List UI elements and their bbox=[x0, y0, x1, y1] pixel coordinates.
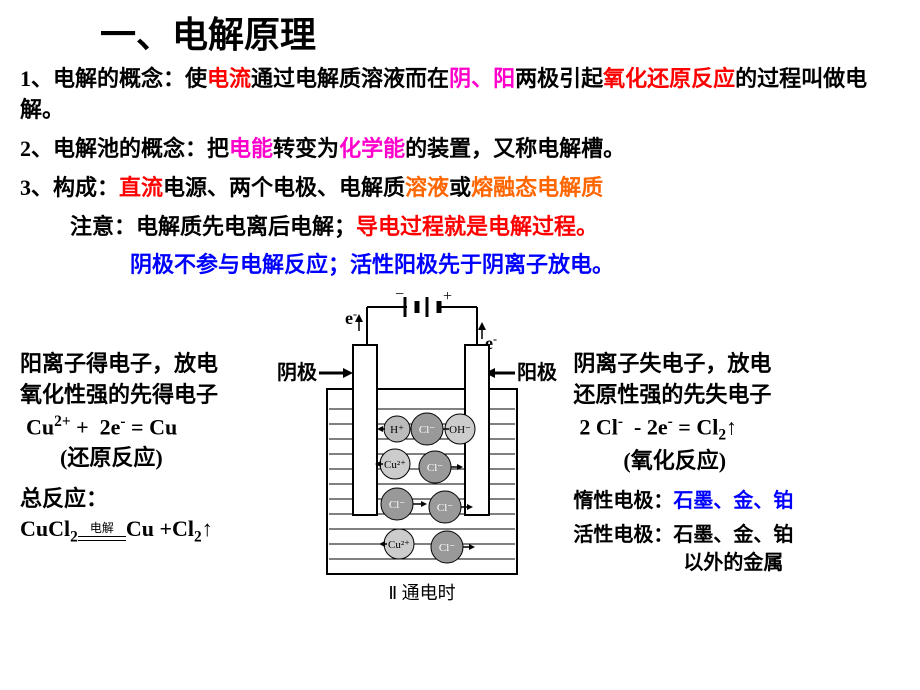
svg-text:e-: e- bbox=[345, 307, 357, 328]
definition-1: 1、电解的概念：使电流通过电解质溶液而在阴、阳两极引起氧化还原反应的过程叫做电解… bbox=[20, 64, 900, 126]
t: 通过电解质溶液而在 bbox=[251, 66, 449, 91]
t: 氧化还原反应 bbox=[603, 66, 735, 91]
t: 电源、两个电极、电解质 bbox=[163, 175, 405, 200]
t: 化学能 bbox=[339, 136, 405, 161]
note-line2: 阴极不参与电解反应；活性阳极先于阴离子放电。 bbox=[130, 250, 900, 281]
anode-rxn-type: (氧化反应) bbox=[623, 446, 900, 477]
total-equation: CuCl2电解Cu +Cl2↑ bbox=[20, 514, 267, 548]
svg-text:Cu²⁺: Cu²⁺ bbox=[388, 539, 410, 551]
svg-text:Cl⁻: Cl⁻ bbox=[427, 462, 443, 474]
line1-prefix: 1、电解的概念： bbox=[20, 66, 185, 91]
diagram: − + e- e- 阴极 阳极 bbox=[267, 289, 567, 609]
svg-text:Cu²⁺: Cu²⁺ bbox=[384, 459, 406, 471]
active-val2: 以外的金属 bbox=[683, 549, 900, 577]
active-electrode: 活性电极：石墨、金、铂 bbox=[573, 521, 900, 549]
anode-equation: 2 Cl- - 2e- = Cl2↑ bbox=[579, 411, 900, 446]
cathode-equation: Cu2+ + 2e- = Cu bbox=[26, 411, 267, 443]
t: 使 bbox=[185, 66, 207, 91]
cathode-desc-1: 阳离子得电子，放电 bbox=[20, 349, 267, 380]
line3-prefix: 3、构成： bbox=[20, 175, 119, 200]
page-title: 一、电解原理 bbox=[100, 10, 900, 60]
electrolysis-diagram: − + e- e- 阴极 阳极 bbox=[267, 289, 567, 609]
svg-text:Cl⁻: Cl⁻ bbox=[439, 542, 455, 554]
left-column: 阳离子得电子，放电 氧化性强的先得电子 Cu2+ + 2e- = Cu (还原反… bbox=[20, 289, 267, 548]
definition-2: 2、电解池的概念：把电能转变为化学能的装置，又称电解槽。 bbox=[20, 134, 900, 165]
t: 转变为 bbox=[273, 136, 339, 161]
active-val1: 石墨、金、铂 bbox=[673, 524, 793, 546]
t: 导电过程就是电解过程。 bbox=[356, 214, 598, 239]
diagram-caption: Ⅱ 通电时 bbox=[389, 583, 456, 603]
t: 熔融态电解质 bbox=[471, 175, 603, 200]
t: 把 bbox=[207, 136, 229, 161]
t: 的装置，又称电解槽。 bbox=[405, 136, 625, 161]
svg-text:阳极: 阳极 bbox=[517, 360, 558, 384]
anode-desc-2: 还原性强的先失电子 bbox=[573, 380, 900, 411]
t: 阴、阳 bbox=[449, 66, 515, 91]
svg-text:Cl⁻: Cl⁻ bbox=[419, 424, 435, 436]
t: 溶液 bbox=[405, 175, 449, 200]
inert-val: 石墨、金、铂 bbox=[673, 490, 793, 512]
svg-text:阴极: 阴极 bbox=[277, 360, 318, 384]
total-label: 总反应： bbox=[20, 484, 267, 515]
arrow-label: 电解 bbox=[78, 520, 126, 537]
svg-text:+: + bbox=[443, 289, 452, 305]
svg-text:H⁺: H⁺ bbox=[391, 424, 405, 436]
note-prefix: 注意： bbox=[70, 214, 136, 239]
definition-3: 3、构成：直流电源、两个电极、电解质溶液或熔融态电解质 bbox=[20, 173, 900, 204]
t: 电能 bbox=[229, 136, 273, 161]
line2-prefix: 2、电解池的概念： bbox=[20, 136, 207, 161]
active-label: 活性电极： bbox=[573, 524, 673, 546]
inert-electrode: 惰性电极：石墨、金、铂 bbox=[573, 487, 900, 515]
cathode-desc-2: 氧化性强的先得电子 bbox=[20, 380, 267, 411]
t: 直流 bbox=[119, 175, 163, 200]
cathode-rxn-type: (还原反应) bbox=[60, 443, 267, 474]
right-column: 阴离子失电子，放电 还原性强的先失电子 2 Cl- - 2e- = Cl2↑ (… bbox=[567, 289, 900, 577]
svg-text:−: − bbox=[395, 289, 404, 303]
diagram-section: 阳离子得电子，放电 氧化性强的先得电子 Cu2+ + 2e- = Cu (还原反… bbox=[20, 289, 900, 609]
t: 或 bbox=[449, 175, 471, 200]
inert-label: 惰性电极： bbox=[573, 490, 673, 512]
svg-text:Cl⁻: Cl⁻ bbox=[389, 499, 405, 511]
t: 电流 bbox=[207, 66, 251, 91]
t: 电解质先电离后电解； bbox=[136, 214, 356, 239]
t: 两极引起 bbox=[515, 66, 603, 91]
note-line1: 注意：电解质先电离后电解；导电过程就是电解过程。 bbox=[70, 212, 900, 243]
svg-text:OH⁻: OH⁻ bbox=[450, 424, 472, 436]
anode-desc-1: 阴离子失电子，放电 bbox=[573, 349, 900, 380]
svg-text:Cl⁻: Cl⁻ bbox=[437, 502, 453, 514]
